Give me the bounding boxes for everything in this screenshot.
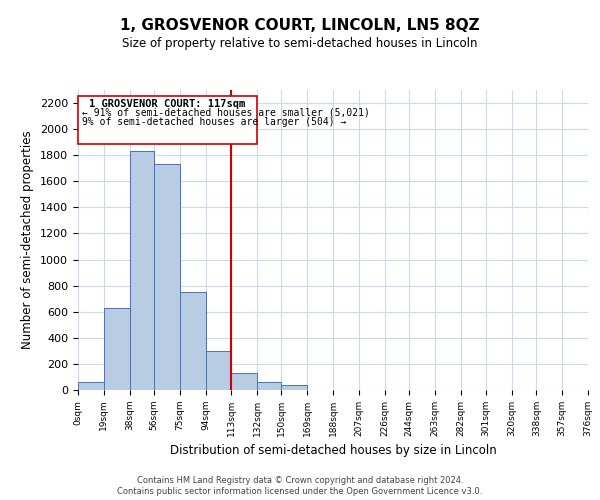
Bar (281, 385, 307, 390)
Bar (231, 373, 257, 390)
Text: Contains public sector information licensed under the Open Government Licence v3: Contains public sector information licen… (118, 487, 482, 496)
Bar (130, 152, 154, 390)
Text: 1 GROSVENOR COURT: 117sqm: 1 GROSVENOR COURT: 117sqm (89, 99, 245, 109)
FancyBboxPatch shape (78, 96, 257, 144)
Bar (205, 351, 231, 390)
Text: 9% of semi-detached houses are larger (504) →: 9% of semi-detached houses are larger (5… (82, 116, 346, 126)
Bar (180, 292, 205, 390)
X-axis label: Distribution of semi-detached houses by size in Lincoln: Distribution of semi-detached houses by … (170, 444, 496, 458)
Text: 1, GROSVENOR COURT, LINCOLN, LN5 8QZ: 1, GROSVENOR COURT, LINCOLN, LN5 8QZ (120, 18, 480, 32)
Bar (78, 382, 104, 390)
Text: Contains HM Land Registry data © Crown copyright and database right 2024.: Contains HM Land Registry data © Crown c… (137, 476, 463, 485)
Text: ← 91% of semi-detached houses are smaller (5,021): ← 91% of semi-detached houses are smalle… (82, 108, 370, 118)
Bar (104, 308, 130, 390)
Text: Size of property relative to semi-detached houses in Lincoln: Size of property relative to semi-detach… (122, 38, 478, 51)
Y-axis label: Number of semi-detached properties: Number of semi-detached properties (22, 130, 34, 350)
Bar (257, 382, 281, 390)
Bar (154, 164, 180, 390)
